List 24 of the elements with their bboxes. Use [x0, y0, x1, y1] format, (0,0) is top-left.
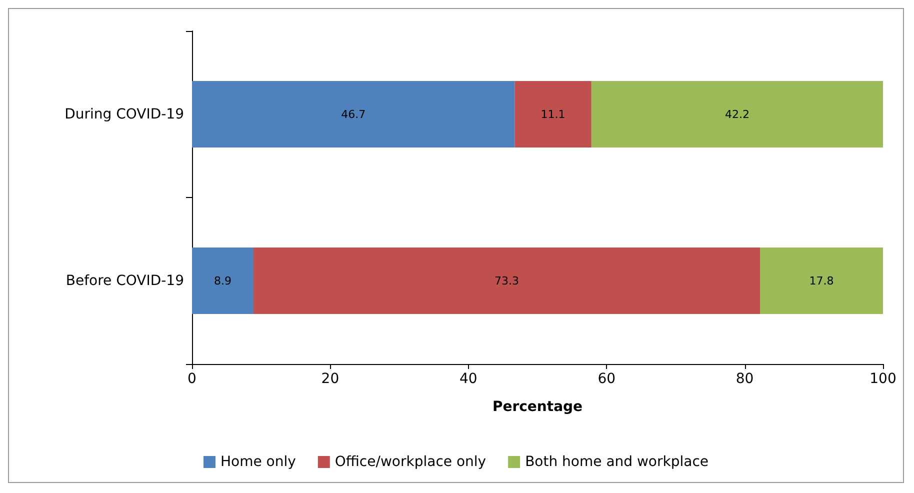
- bar: [760, 247, 883, 314]
- x-tick-label: 0: [188, 371, 196, 387]
- x-tick-label: 40: [459, 371, 478, 387]
- y-tick-label: Before COVID-19: [66, 272, 184, 289]
- data-label: 8.9: [214, 274, 232, 288]
- legend-label: Home only: [220, 454, 296, 470]
- data-label: 17.8: [809, 274, 834, 288]
- legend-label: Both home and workplace: [525, 454, 709, 470]
- data-label: 73.3: [494, 274, 519, 288]
- x-tick-label: 80: [736, 371, 754, 387]
- bar: [514, 80, 592, 148]
- bar: [254, 247, 760, 314]
- y-tick-label: During COVID-19: [64, 106, 184, 122]
- data-label: 46.7: [341, 108, 366, 121]
- bar: [192, 80, 515, 148]
- bar: [192, 247, 254, 314]
- x-tick-label: 60: [598, 371, 616, 387]
- bar: [591, 80, 883, 148]
- x-axis-title: Percentage: [492, 399, 583, 415]
- legend-label: Office/workplace only: [334, 454, 486, 470]
- data-label: 42.2: [724, 108, 750, 121]
- x-tick-label: 100: [870, 371, 896, 387]
- data-label: 11.1: [540, 108, 566, 121]
- x-tick-label: 20: [321, 371, 340, 387]
